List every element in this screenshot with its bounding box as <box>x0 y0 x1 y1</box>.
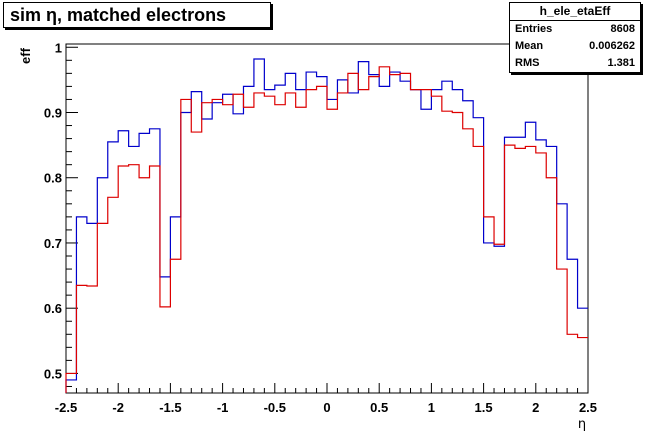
x-tick-label: 0.5 <box>370 400 388 415</box>
stats-value: 8608 <box>610 23 635 35</box>
x-tick-label: -2 <box>112 400 124 415</box>
stats-key: Entries <box>515 23 553 35</box>
axis-ticks: -2.5 -2 -1.5 -1 -0.5 0 0.5 1 1.5 2 2.5 0.5 0.6 0.7 0.8… <box>44 40 597 415</box>
stats-row-rms: RMS 1.381 <box>510 55 640 72</box>
y-tick-label: 0.9 <box>44 105 62 120</box>
x-tick-label: 2 <box>532 400 539 415</box>
stats-row-mean: Mean 0.006262 <box>510 38 640 55</box>
chart-title: sim η, matched electrons <box>10 4 227 25</box>
x-tick-label: -2.5 <box>55 400 77 415</box>
x-tick-label: 2.5 <box>579 400 597 415</box>
x-tick-label: -0.5 <box>264 400 286 415</box>
series-line-2 <box>65 66 588 393</box>
x-tick-label: -1 <box>217 400 229 415</box>
stats-box: h_ele_etaEff Entries 8608 Mean 0.006262 … <box>509 2 641 73</box>
y-tick-label: 0.7 <box>44 236 62 251</box>
stats-key: Mean <box>515 40 544 52</box>
y-axis-label: eff <box>18 47 33 64</box>
x-tick-label: -1.5 <box>159 400 181 415</box>
series-layer <box>65 58 588 393</box>
x-tick-label: 1 <box>428 400 435 415</box>
y-tick-label: 0.6 <box>44 301 62 316</box>
chart-title-box: sim η, matched electrons <box>3 2 271 28</box>
x-axis-label: η <box>578 417 586 432</box>
stats-value: 0.006262 <box>589 40 635 52</box>
x-tick-label: 1.5 <box>475 400 493 415</box>
y-tick-label: 0.8 <box>44 171 62 186</box>
stats-title: h_ele_etaEff <box>510 3 640 21</box>
y-tick-label: 1 <box>55 40 62 55</box>
y-tick-label: 0.5 <box>44 366 62 381</box>
stats-row-entries: Entries 8608 <box>510 21 640 38</box>
x-tick-label: 0 <box>323 400 330 415</box>
stats-key: RMS <box>515 57 540 69</box>
stats-value: 1.381 <box>607 57 635 69</box>
